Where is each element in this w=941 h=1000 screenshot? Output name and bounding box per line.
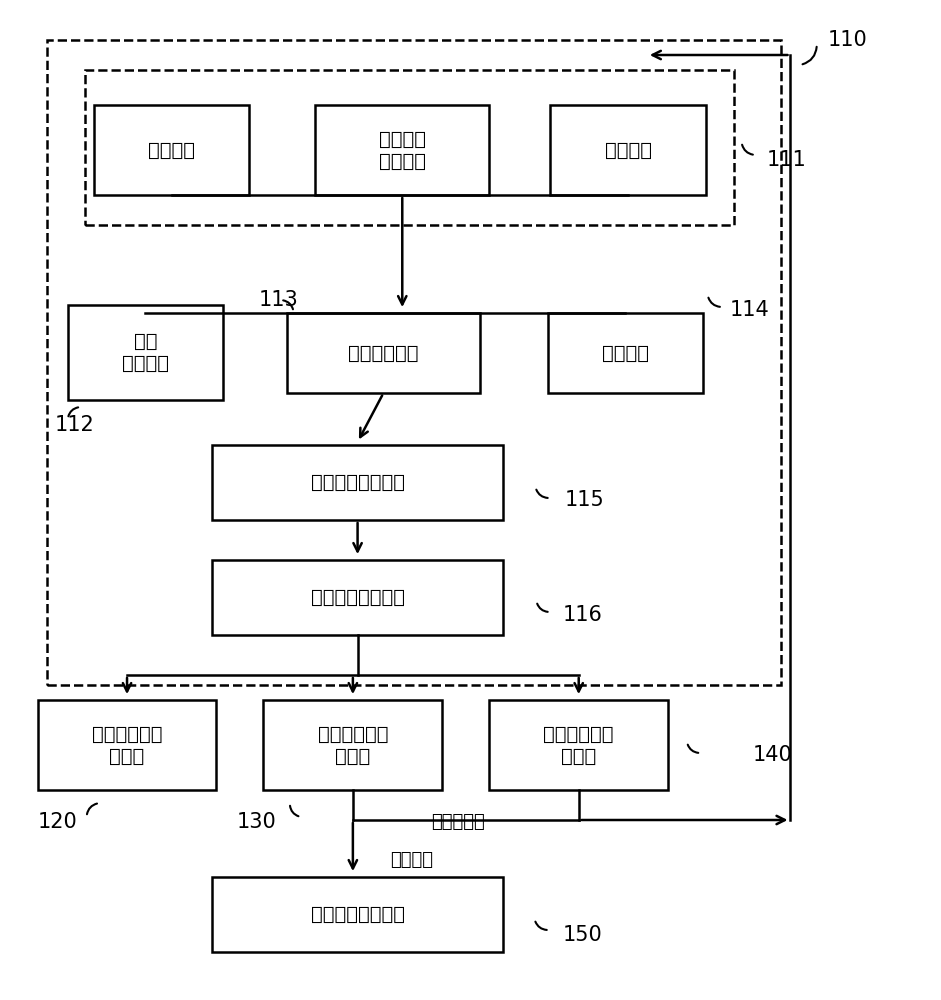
Text: 岩石
基质模型: 岩石 基质模型: [122, 332, 168, 373]
Text: 150: 150: [563, 925, 602, 945]
Text: 校正未通过: 校正未通过: [431, 813, 485, 831]
Text: 储层岩石初始图版: 储层岩石初始图版: [311, 588, 405, 607]
Text: 110: 110: [828, 30, 868, 50]
Bar: [550, 105, 706, 195]
Text: 岩石实验
观测数据: 岩石实验 观测数据: [379, 129, 425, 170]
Text: 对比测井结果
以校正: 对比测井结果 以校正: [318, 724, 388, 766]
Text: 115: 115: [565, 490, 604, 510]
Text: 对比实验数据
以校正: 对比实验数据 以校正: [92, 724, 162, 766]
Text: 116: 116: [563, 605, 602, 625]
Bar: [263, 700, 442, 790]
Bar: [212, 877, 503, 952]
Text: 112: 112: [55, 415, 94, 435]
Text: 储层岩石物理图版: 储层岩石物理图版: [311, 905, 405, 924]
Bar: [489, 700, 668, 790]
Bar: [85, 70, 734, 225]
Text: 岩石骨架模型: 岩石骨架模型: [348, 344, 419, 362]
Bar: [47, 40, 781, 685]
Text: 校正通过: 校正通过: [391, 851, 434, 869]
Bar: [315, 105, 489, 195]
Text: 140: 140: [753, 745, 792, 765]
Text: 113: 113: [259, 290, 298, 310]
Text: 含流体的岩石模型: 含流体的岩石模型: [311, 473, 405, 492]
Text: 111: 111: [767, 150, 806, 170]
Text: 130: 130: [237, 812, 277, 832]
Text: 地质报告: 地质报告: [149, 140, 195, 159]
Bar: [38, 700, 216, 790]
Bar: [287, 313, 480, 393]
Bar: [548, 313, 703, 393]
Text: 经验资料: 经验资料: [605, 140, 651, 159]
Text: 对比地震数据
以校正: 对比地震数据 以校正: [544, 724, 614, 766]
Text: 120: 120: [38, 812, 77, 832]
Bar: [212, 445, 503, 520]
Bar: [212, 560, 503, 635]
Bar: [94, 105, 249, 195]
Text: 流体参数: 流体参数: [602, 344, 648, 362]
Text: 114: 114: [729, 300, 769, 320]
Bar: [68, 305, 223, 400]
